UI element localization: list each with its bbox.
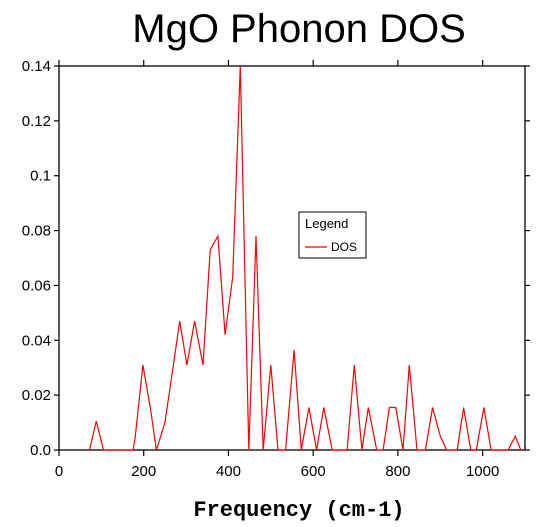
x-tick-label: 800	[385, 463, 410, 480]
y-tick-label: 0.12	[22, 113, 51, 130]
y-tick-label: 0.08	[22, 223, 51, 240]
y-tick-label: 0.02	[22, 387, 51, 404]
chart-title: MgO Phonon DOS	[132, 7, 466, 51]
x-axis: 0 200 400 600 800 1000	[55, 60, 499, 480]
y-tick-label: 0.06	[22, 277, 51, 294]
x-axis-label: Frequency (cm-1)	[193, 498, 404, 523]
legend-box	[298, 211, 367, 259]
legend-entry-dos: DOS	[331, 240, 357, 254]
x-tick-label: 600	[301, 463, 326, 480]
dos-series-line	[88, 65, 522, 451]
y-tick-label: 0.1	[30, 168, 51, 185]
legend-title: Legend	[305, 216, 348, 231]
legend: Legend DOS	[298, 211, 367, 259]
y-tick-label: 0.04	[22, 332, 51, 349]
x-tick-label: 200	[131, 463, 156, 480]
x-tick-label: 0	[55, 463, 63, 480]
plot-area-frame	[58, 65, 526, 451]
y-tick-label: 0.14	[22, 58, 51, 75]
x-tick-label: 1000	[466, 463, 499, 480]
y-tick-label: 0.0	[30, 442, 51, 459]
y-axis: 0.0 0.02 0.04 0.06 0.08 0.1 0.12 0.14	[22, 58, 530, 459]
x-tick-label: 400	[216, 463, 241, 480]
